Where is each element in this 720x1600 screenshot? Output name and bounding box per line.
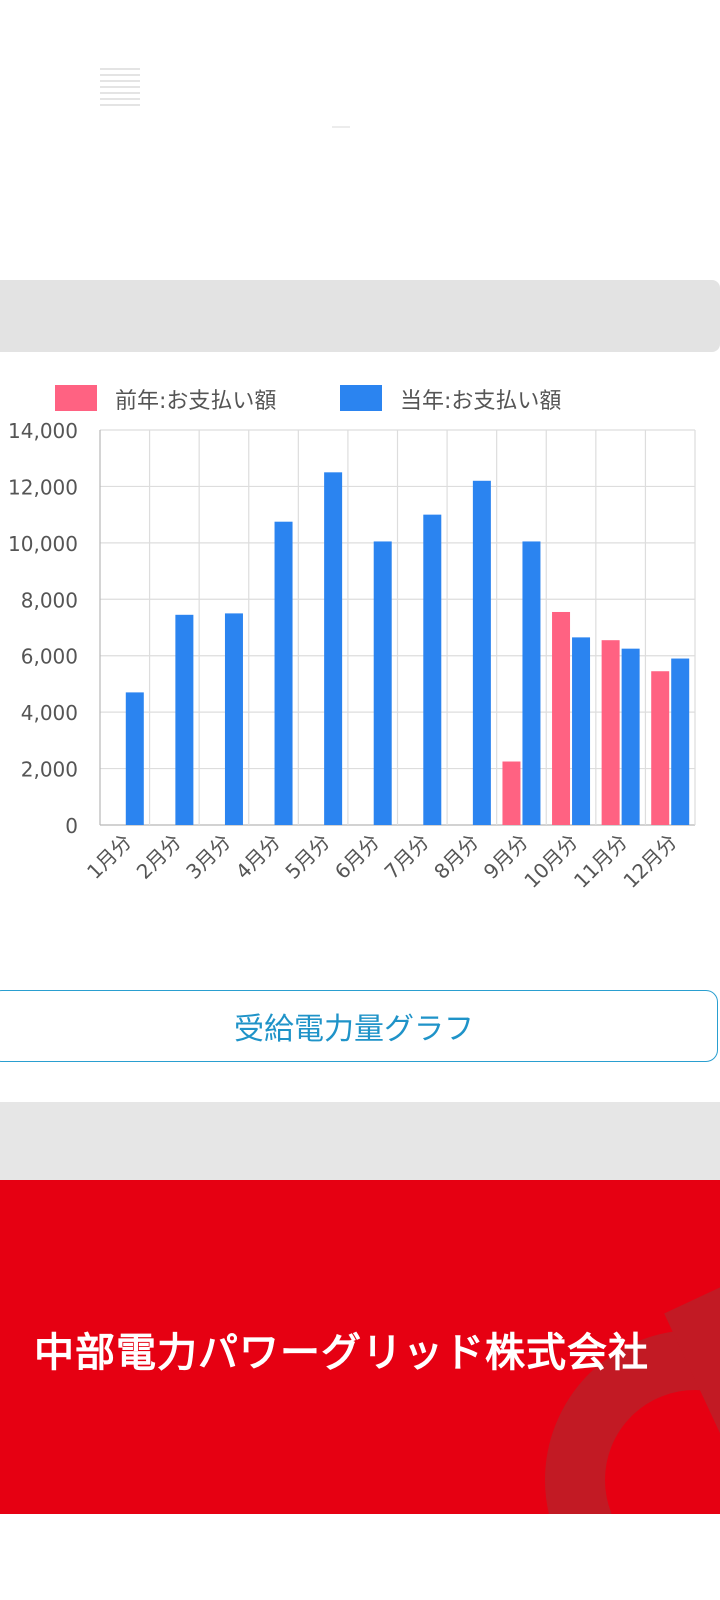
y-tick-label: 2,000 bbox=[21, 758, 78, 782]
bar-curr-year bbox=[175, 614, 194, 825]
x-tick-label: 5月分 bbox=[280, 830, 334, 884]
bar-curr-year bbox=[621, 648, 640, 825]
y-tick-label: 14,000 bbox=[8, 419, 78, 443]
x-tick-label: 4月分 bbox=[231, 830, 285, 884]
bar-curr-year bbox=[671, 658, 690, 825]
bar-curr-year bbox=[373, 541, 392, 825]
footer-banner: 中部電力パワーグリッド株式会社 bbox=[0, 1180, 720, 1514]
y-tick-label: 12,000 bbox=[8, 475, 78, 499]
x-tick-label: 7月分 bbox=[380, 830, 434, 884]
bar-prev-year bbox=[651, 671, 670, 825]
y-tick-label: 0 bbox=[65, 814, 78, 838]
section-divider-bar bbox=[0, 1102, 720, 1180]
faint-divider bbox=[332, 126, 350, 128]
x-tick-label: 1月分 bbox=[82, 830, 136, 884]
x-tick-label: 2月分 bbox=[132, 830, 186, 884]
power-graph-button-label: 受給電力量グラフ bbox=[234, 1012, 474, 1047]
x-tick-label: 12月分 bbox=[618, 830, 681, 893]
legend-swatch bbox=[55, 385, 97, 411]
y-tick-label: 6,000 bbox=[21, 645, 78, 669]
bar-curr-year bbox=[423, 514, 442, 825]
x-tick-label: 6月分 bbox=[330, 830, 384, 884]
x-tick-label: 11月分 bbox=[569, 830, 632, 893]
bar-prev-year bbox=[552, 611, 571, 825]
section-header-bar bbox=[0, 280, 720, 352]
x-tick-label: 10月分 bbox=[519, 830, 582, 893]
bar-curr-year bbox=[522, 541, 541, 825]
company-name: 中部電力パワーグリッド株式会社 bbox=[34, 1330, 649, 1376]
bar-prev-year bbox=[502, 761, 521, 825]
bar-curr-year bbox=[572, 637, 591, 825]
legend-swatch bbox=[340, 385, 382, 411]
power-graph-button[interactable]: 受給電力量グラフ bbox=[0, 990, 718, 1062]
payment-chart: 0 2,000 4,000 6,000 8,000 10,000 12,000 14,000 1… bbox=[0, 370, 720, 940]
legend-label: 前年:お支払い額 bbox=[115, 389, 276, 414]
bar-curr-year bbox=[324, 472, 343, 825]
x-tick-label: 3月分 bbox=[181, 830, 235, 884]
legend-label: 当年:お支払い額 bbox=[400, 389, 561, 414]
y-tick-label: 8,000 bbox=[21, 588, 78, 612]
bar-curr-year bbox=[125, 692, 144, 825]
x-tick-label: 8月分 bbox=[429, 830, 483, 884]
payment-chart-svg: 0 2,000 4,000 6,000 8,000 10,000 12,000 14,000 1… bbox=[8, 385, 696, 893]
y-tick-label: 4,000 bbox=[21, 701, 78, 725]
bar-curr-year bbox=[472, 480, 491, 825]
bar-prev-year bbox=[601, 640, 620, 825]
y-tick-label: 10,000 bbox=[8, 532, 78, 556]
faint-header-mark bbox=[100, 68, 140, 120]
bar-curr-year bbox=[224, 613, 243, 825]
bar-curr-year bbox=[274, 521, 293, 825]
